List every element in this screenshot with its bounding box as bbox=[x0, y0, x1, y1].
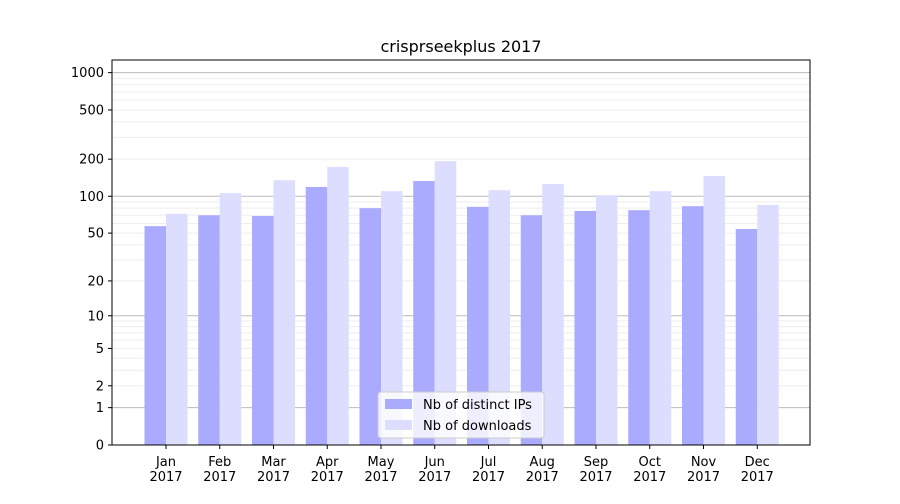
bar-downloads bbox=[166, 213, 188, 445]
bar-downloads bbox=[327, 166, 349, 445]
y-tick-label: 200 bbox=[79, 153, 104, 168]
y-tick-label: 10 bbox=[87, 309, 104, 324]
legend-label-downloads: Nb of downloads bbox=[423, 419, 532, 434]
x-tick-label: Aug 2017 bbox=[526, 455, 559, 485]
y-tick-label: 20 bbox=[87, 274, 104, 289]
bar-ips bbox=[467, 206, 489, 445]
y-tick-label: 5 bbox=[96, 342, 104, 357]
bar-ips bbox=[520, 215, 543, 445]
bar-downloads bbox=[488, 190, 510, 445]
legend-label-ips: Nb of distinct IPs bbox=[423, 398, 532, 413]
bar-ips bbox=[574, 210, 596, 445]
chart-title: crisprseekplus 2017 bbox=[380, 37, 541, 56]
bar-ips bbox=[198, 215, 220, 445]
bar-ips bbox=[359, 208, 381, 445]
bar-ips bbox=[305, 186, 328, 445]
bar-downloads bbox=[381, 191, 403, 445]
bar-ips bbox=[252, 216, 274, 445]
plot-frame bbox=[111, 59, 811, 446]
legend-swatch-downloads bbox=[385, 420, 412, 430]
y-tick-label: 100 bbox=[79, 190, 104, 205]
x-tick-label: Jun 2017 bbox=[418, 455, 451, 485]
bar-downloads bbox=[273, 180, 295, 445]
bar-downloads bbox=[596, 195, 618, 445]
x-tick-label: Oct 2017 bbox=[633, 455, 666, 485]
bar-ips bbox=[144, 226, 166, 445]
bar-downloads bbox=[703, 176, 725, 445]
y-tick-label: 0 bbox=[96, 439, 104, 454]
bar-downloads bbox=[649, 191, 672, 445]
x-tick-label: Feb 2017 bbox=[203, 455, 236, 485]
x-tick-label: Jul 2017 bbox=[472, 455, 505, 485]
bar-ips bbox=[413, 181, 435, 445]
bar-downloads bbox=[434, 161, 457, 445]
x-tick-label: Jan 2017 bbox=[149, 455, 182, 485]
bar-downloads bbox=[757, 204, 779, 445]
bar-ips bbox=[628, 210, 650, 445]
legend: Nb of distinct IPs Nb of downloads bbox=[377, 391, 545, 439]
bar-ips bbox=[735, 229, 758, 445]
y-tick-label: 2 bbox=[96, 379, 104, 394]
bar-downloads bbox=[542, 183, 564, 445]
x-tick-label: Mar 2017 bbox=[257, 455, 290, 485]
legend-swatch-ips bbox=[385, 399, 412, 409]
x-tick-label: Dec 2017 bbox=[741, 455, 774, 485]
x-tick-label: May 2017 bbox=[364, 455, 397, 485]
y-tick-label: 1000 bbox=[71, 66, 104, 81]
y-tick-label: 500 bbox=[79, 103, 104, 118]
x-tick-label: Nov 2017 bbox=[687, 455, 720, 485]
bar-ips bbox=[682, 206, 704, 445]
bar-downloads bbox=[219, 193, 242, 445]
y-tick-label: 1 bbox=[96, 401, 104, 416]
x-tick-label: Apr 2017 bbox=[311, 455, 344, 485]
y-tick-label: 50 bbox=[87, 227, 104, 242]
x-tick-label: Sep 2017 bbox=[579, 455, 612, 485]
